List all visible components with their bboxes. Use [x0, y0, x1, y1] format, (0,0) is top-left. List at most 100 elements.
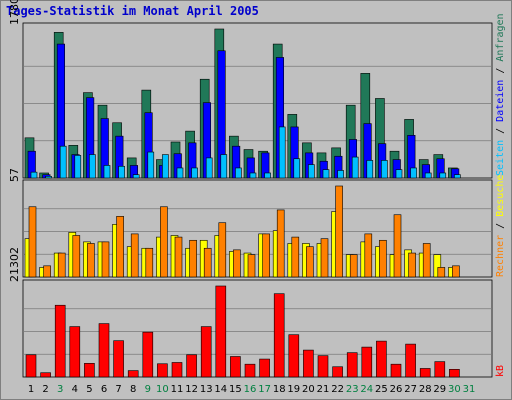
bar-rechner-day-25: [379, 239, 387, 278]
x-tick-label-day-21: 21: [317, 384, 330, 395]
bar-besuche-day-29: [433, 254, 442, 278]
bar-kb-day-29: [434, 361, 446, 378]
bar-kb-day-27: [405, 343, 416, 378]
x-tick-label-day-20: 20: [302, 384, 315, 395]
chart-title: Tages-Statistik im Monat April 2005: [6, 4, 259, 18]
bar-seiten-day-28: [424, 172, 432, 179]
legend-requests: Seiten / Dateien / Anfragen: [495, 13, 506, 176]
x-tick-label-day-29: 29: [433, 384, 446, 395]
bar-seiten-day-29: [439, 172, 447, 179]
x-tick-label-day-5: 5: [86, 384, 92, 395]
x-tick-label-day-22: 22: [331, 384, 344, 395]
bar-kb-day-16: [244, 363, 256, 378]
bar-seiten-day-4: [74, 155, 82, 179]
bar-kb-day-9: [142, 331, 154, 378]
bar-kb-day-20: [303, 349, 314, 378]
x-tick-label-day-19: 19: [287, 384, 300, 395]
legend-separator: /: [495, 122, 506, 140]
bar-kb-day-12: [186, 354, 197, 378]
bar-kb-day-23: [346, 352, 358, 378]
bar-kb-day-25: [376, 340, 387, 378]
legend-kb: kB: [495, 365, 506, 377]
x-tick-label-day-4: 4: [72, 384, 78, 395]
bar-seiten-day-16: [249, 172, 257, 179]
bar-rechner-day-23: [349, 254, 358, 278]
bar-seiten-day-5: [89, 154, 96, 179]
x-tick-label-day-24: 24: [360, 384, 373, 395]
x-tick-label-day-28: 28: [419, 384, 432, 395]
bar-rechner-day-26: [393, 214, 402, 278]
bar-rechner-day-30: [452, 265, 460, 278]
bar-rechner-day-16: [247, 254, 256, 278]
bar-seiten-day-24: [366, 160, 374, 179]
bar-kb-day-15: [230, 356, 241, 378]
bar-seiten-day-19: [293, 158, 301, 179]
bar-kb-day-5: [84, 363, 95, 378]
legend-rechner: Rechner: [495, 235, 506, 277]
bar-seiten-day-26: [395, 169, 403, 179]
bar-seiten-day-27: [410, 167, 417, 179]
x-tick-label-day-31: 31: [463, 384, 476, 395]
bar-seiten-day-14: [220, 154, 228, 179]
legend-kb: kB: [495, 365, 506, 377]
x-tick-label-day-8: 8: [130, 384, 136, 395]
bar-seiten-day-21: [322, 169, 330, 179]
bar-rechner-day-3: [57, 252, 66, 278]
bar-seiten-day-17: [264, 172, 271, 179]
bar-kb-day-6: [98, 323, 110, 378]
bar-rechner-day-22: [335, 185, 343, 278]
bar-rechner-day-28: [422, 243, 431, 278]
bar-rechner-day-13: [203, 247, 212, 278]
bar-seiten-day-13: [205, 157, 213, 179]
x-tick-label-day-1: 1: [28, 384, 34, 395]
bar-rechner-day-9: [145, 247, 154, 278]
bar-seiten-day-18: [278, 126, 286, 179]
bar-seiten-day-12: [191, 167, 198, 179]
legend-visits: Rechner / Besuche: [495, 175, 506, 277]
x-tick-label-day-27: 27: [404, 384, 417, 395]
x-tick-label-day-17: 17: [258, 384, 271, 395]
x-tick-label-day-6: 6: [101, 384, 107, 395]
bar-rechner-day-2: [43, 265, 51, 278]
bar-seiten-day-30: [454, 174, 461, 179]
bar-kb-day-10: [157, 363, 168, 378]
x-tick-label-day-9: 9: [145, 384, 151, 395]
y-max-label: 1780: [8, 0, 21, 25]
bar-kb-day-2: [40, 372, 51, 378]
bar-rechner-day-29: [437, 267, 446, 278]
bar-rechner-day-8: [130, 233, 139, 278]
x-tick-label-day-18: 18: [273, 384, 286, 395]
bar-kb-day-4: [69, 326, 81, 378]
bar-seiten-day-1: [30, 171, 38, 179]
bar-rechner-day-10: [160, 206, 168, 278]
bar-rechner-day-17: [262, 233, 270, 278]
y-max-label: 21302: [8, 247, 21, 282]
bar-rechner-day-4: [72, 235, 81, 278]
bar-kb-day-1: [25, 354, 37, 378]
bar-kb-day-14: [215, 285, 227, 378]
bar-rechner-day-24: [364, 233, 373, 278]
bar-kb-day-19: [288, 334, 300, 378]
x-tick-label-day-14: 14: [214, 384, 227, 395]
x-tick-label-day-13: 13: [200, 384, 213, 395]
bar-kb-day-24: [361, 346, 373, 378]
bar-seiten-day-22: [337, 170, 344, 179]
bar-kb-day-8: [127, 370, 139, 378]
bar-rechner-day-19: [291, 236, 300, 278]
requests-panel: 1780: [8, 0, 493, 179]
visits-panel: 57: [8, 168, 493, 278]
x-tick-label-day-3: 3: [57, 384, 63, 395]
bar-seiten-day-2: [45, 176, 52, 179]
legend-besuche: Besuche: [495, 175, 506, 217]
bar-rechner-day-18: [276, 209, 285, 278]
bar-kb-day-30: [449, 369, 460, 378]
x-tick-label-day-2: 2: [42, 384, 48, 395]
x-tick-label-day-23: 23: [346, 384, 359, 395]
legend-dateien: Dateien: [495, 80, 506, 122]
bar-kb-day-21: [317, 355, 329, 378]
x-tick-label-day-26: 26: [390, 384, 403, 395]
bar-seiten-day-9: [147, 151, 155, 179]
bar-kb-day-17: [259, 358, 270, 378]
bar-rechner-day-15: [233, 249, 241, 278]
bar-rechner-day-6: [101, 241, 110, 278]
